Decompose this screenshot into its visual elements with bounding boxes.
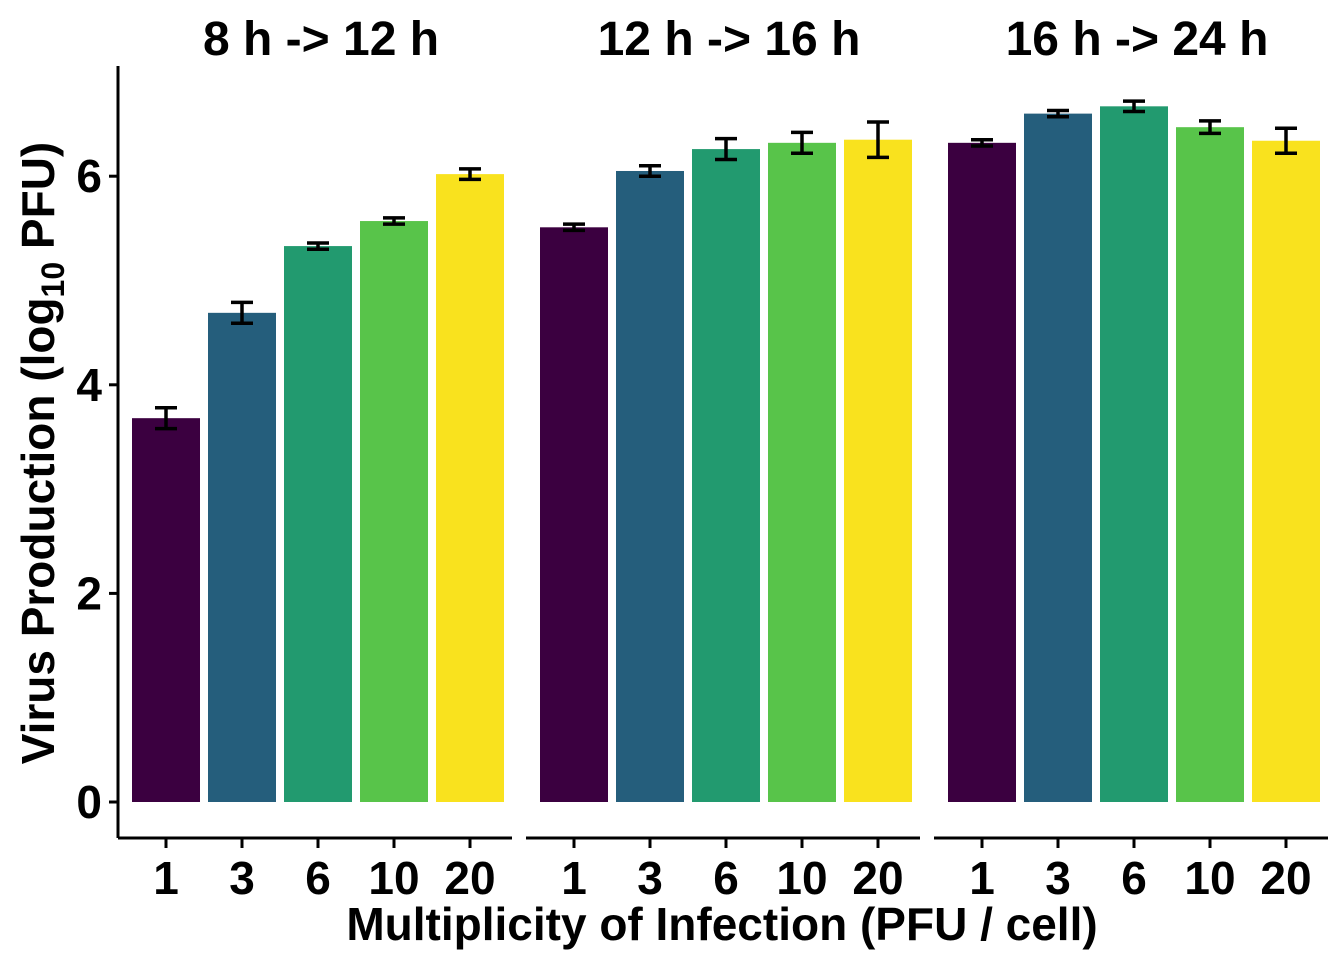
x-tick-label: 6 bbox=[713, 852, 739, 904]
bar bbox=[844, 139, 912, 802]
x-tick-label: 3 bbox=[637, 852, 663, 904]
bar bbox=[692, 149, 760, 802]
bar bbox=[208, 312, 276, 802]
bar bbox=[284, 246, 352, 802]
error-bar bbox=[155, 405, 177, 431]
x-tick-label: 20 bbox=[444, 852, 495, 904]
x-tick-label: 3 bbox=[229, 852, 255, 904]
x-tick-label: 20 bbox=[1260, 852, 1311, 904]
y-tick-label: 2 bbox=[76, 567, 102, 619]
y-tick-label: 4 bbox=[76, 359, 102, 411]
error-bar bbox=[231, 300, 253, 326]
error-bar bbox=[383, 216, 405, 226]
x-tick-label: 6 bbox=[1121, 852, 1147, 904]
error-bar bbox=[1199, 119, 1221, 136]
bar bbox=[540, 227, 608, 802]
facet-title: 16 h -> 24 h bbox=[1006, 13, 1269, 66]
error-bar bbox=[971, 137, 993, 148]
error-bar bbox=[1047, 108, 1069, 119]
bar bbox=[1024, 113, 1092, 803]
error-bar bbox=[639, 164, 661, 178]
y-tick-label: 0 bbox=[76, 776, 102, 828]
y-axis-label: Virus Production (log10 PFU) bbox=[12, 142, 71, 765]
x-tick-label: 1 bbox=[561, 852, 587, 904]
bar bbox=[1176, 127, 1244, 802]
bar bbox=[768, 142, 836, 803]
facet-panel: 8 h -> 12 h 1 3 6 10 20 bbox=[118, 13, 512, 904]
x-tick-label: 1 bbox=[969, 852, 995, 904]
x-tick-label: 3 bbox=[1045, 852, 1071, 904]
facet-panel: 16 h -> 24 h 1 3 6 10 20 bbox=[934, 13, 1328, 904]
error-bar bbox=[307, 241, 329, 251]
y-tick-label: 6 bbox=[76, 150, 102, 202]
x-tick-label: 20 bbox=[852, 852, 903, 904]
bar bbox=[1100, 106, 1168, 803]
x-tick-label: 10 bbox=[776, 852, 827, 904]
y-axis-label-prefix: Virus Production (log bbox=[12, 297, 64, 764]
facet-title: 8 h -> 12 h bbox=[203, 13, 439, 66]
error-bar bbox=[791, 130, 813, 156]
x-tick-label: 6 bbox=[305, 852, 331, 904]
x-tick-label: 1 bbox=[153, 852, 179, 904]
facet-panel: 12 h -> 16 h 1 3 6 10 20 bbox=[526, 13, 920, 904]
bar bbox=[436, 174, 504, 802]
error-bar bbox=[867, 120, 889, 160]
y-axis-label-subscript: 10 bbox=[35, 262, 71, 298]
error-bar bbox=[1275, 126, 1297, 156]
error-bar bbox=[715, 136, 737, 162]
bar bbox=[616, 170, 684, 803]
error-bar bbox=[459, 167, 481, 182]
y-axis: 0 2 4 6 bbox=[76, 66, 120, 838]
error-bar bbox=[1123, 99, 1145, 114]
bar bbox=[360, 221, 428, 802]
y-axis-label-suffix: PFU) bbox=[12, 142, 64, 262]
facet-title: 12 h -> 16 h bbox=[598, 13, 861, 66]
error-bar bbox=[563, 222, 585, 233]
x-tick-label: 10 bbox=[368, 852, 419, 904]
bar bbox=[1252, 140, 1320, 802]
x-tick-label: 10 bbox=[1184, 852, 1235, 904]
bar bbox=[132, 418, 200, 802]
bar bbox=[948, 142, 1016, 803]
x-axis-label: Multiplicity of Infection (PFU / cell) bbox=[346, 898, 1097, 950]
